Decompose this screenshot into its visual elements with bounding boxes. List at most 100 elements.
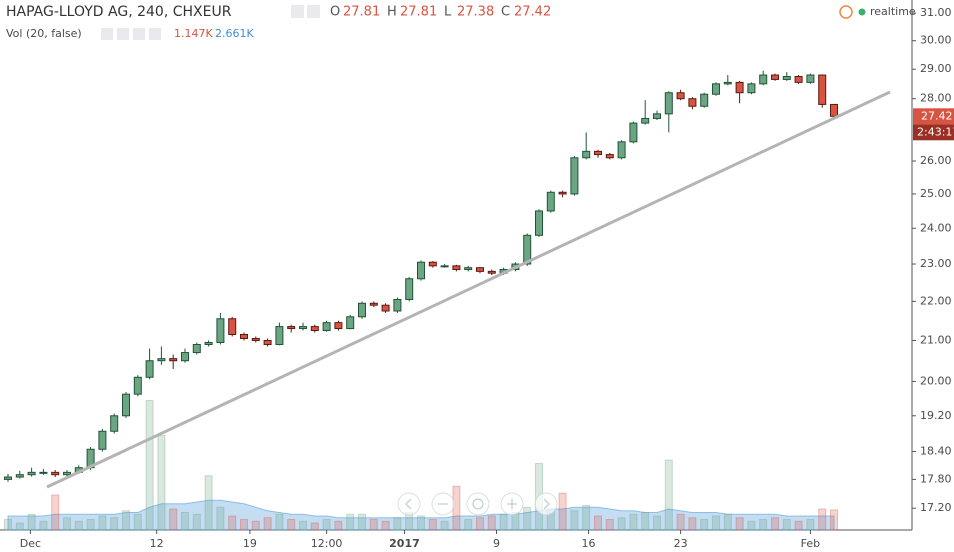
candle-body bbox=[771, 74, 779, 80]
y-tick-label: 21.00 bbox=[920, 333, 952, 346]
legend-value: 27.81 bbox=[343, 5, 380, 20]
trend-line bbox=[46, 90, 891, 489]
candle-body bbox=[334, 322, 343, 330]
countdown-box bbox=[913, 124, 954, 141]
format-icon[interactable] bbox=[307, 5, 320, 18]
volume-bar bbox=[299, 520, 307, 531]
volume-bar bbox=[4, 519, 12, 531]
scroll-left-button[interactable] bbox=[397, 492, 421, 516]
x-tick-label: 16 bbox=[582, 537, 596, 550]
volume-bar bbox=[216, 506, 225, 531]
volume-bar bbox=[74, 520, 83, 531]
candle-body bbox=[641, 117, 650, 124]
icon bbox=[507, 499, 517, 509]
candle-body bbox=[346, 316, 355, 330]
candle-body bbox=[688, 98, 697, 107]
candle-body bbox=[605, 154, 614, 159]
volume-bar bbox=[263, 517, 272, 531]
volume-bar bbox=[605, 519, 614, 531]
candle-body bbox=[782, 76, 791, 80]
volume-bar bbox=[157, 435, 166, 531]
volume-bar bbox=[771, 517, 779, 531]
candle-body bbox=[664, 92, 673, 115]
icon bbox=[543, 498, 550, 510]
symbol-title: HAPAG-LLOYD AG, 240, CHXEUR bbox=[6, 4, 232, 20]
volume-bar bbox=[346, 513, 355, 531]
x-tick-label: 9 bbox=[493, 537, 500, 550]
x-tick-label: 12:00 bbox=[311, 537, 343, 550]
volume-bar bbox=[417, 515, 425, 531]
candle-body bbox=[535, 210, 543, 236]
candle-body bbox=[464, 267, 473, 271]
y-tick-label: 23.00 bbox=[920, 257, 952, 270]
x-tick-label: 23 bbox=[674, 537, 688, 550]
volume-bar bbox=[582, 505, 591, 531]
volume-bar bbox=[782, 519, 791, 531]
candle-body bbox=[440, 265, 449, 268]
volume-bar bbox=[594, 515, 602, 531]
icon bbox=[405, 498, 412, 510]
volume-bar bbox=[27, 513, 36, 531]
volume-bar bbox=[63, 517, 71, 531]
candle-body bbox=[287, 326, 296, 330]
nav-buttons bbox=[397, 492, 558, 516]
candle-body bbox=[523, 234, 532, 265]
x-tick-label: 19 bbox=[243, 537, 257, 550]
candle-body bbox=[145, 360, 154, 378]
candle-body bbox=[747, 83, 756, 94]
candle-body bbox=[110, 415, 119, 432]
candle-body bbox=[263, 339, 272, 345]
volume-bar bbox=[98, 515, 107, 531]
volume-bar bbox=[145, 400, 154, 531]
legend-key: H bbox=[387, 5, 397, 20]
y-tick-label: 31.00 bbox=[920, 6, 952, 19]
candle-body bbox=[712, 83, 720, 95]
volume-bar bbox=[523, 506, 532, 531]
legend-value: 27.38 bbox=[457, 5, 494, 20]
volume-bar bbox=[169, 508, 178, 531]
candle-body bbox=[228, 318, 237, 335]
candle-body bbox=[358, 302, 366, 318]
y-tick-label: 29.00 bbox=[920, 62, 952, 75]
candle-body bbox=[723, 81, 732, 85]
candle-body bbox=[487, 270, 496, 274]
volume-bar bbox=[747, 520, 756, 531]
volume-bar bbox=[830, 509, 838, 531]
volume-average-area bbox=[7, 499, 835, 531]
volume-bar bbox=[251, 520, 260, 531]
volume-bar bbox=[558, 492, 567, 531]
remove-icon[interactable] bbox=[149, 28, 161, 40]
candle-body bbox=[794, 76, 803, 83]
y-tick-label: 22.00 bbox=[920, 294, 952, 307]
scroll-right-button[interactable] bbox=[534, 492, 558, 516]
candle-body bbox=[653, 113, 661, 119]
settings-icon[interactable] bbox=[291, 5, 304, 18]
volume-bar bbox=[499, 513, 508, 531]
volume-bar bbox=[110, 517, 119, 531]
candle-body bbox=[381, 304, 390, 312]
candle-body bbox=[51, 471, 60, 476]
candle-body bbox=[476, 267, 484, 272]
volume-bar bbox=[818, 508, 827, 531]
settings-icon[interactable] bbox=[117, 28, 129, 40]
y-tick-label: 18.40 bbox=[920, 445, 952, 458]
last-price-label: 27.42 bbox=[921, 109, 953, 122]
legend-key: L bbox=[444, 5, 452, 20]
candle-body bbox=[594, 150, 602, 156]
legend-key: C bbox=[501, 5, 510, 20]
volume-bar bbox=[759, 519, 768, 531]
candle-body bbox=[582, 150, 591, 159]
add-icon[interactable] bbox=[133, 28, 145, 40]
warning-icon[interactable] bbox=[839, 5, 853, 19]
candle-body bbox=[204, 341, 213, 345]
y-tick-label: 19.20 bbox=[920, 409, 952, 422]
candle-body bbox=[735, 81, 744, 94]
volume-bar bbox=[464, 519, 473, 531]
volume-bar bbox=[240, 519, 248, 531]
x-tick-label: Dec bbox=[20, 537, 41, 550]
eye-icon[interactable] bbox=[101, 28, 113, 40]
candle-body bbox=[216, 318, 225, 343]
reset-button[interactable] bbox=[466, 492, 490, 516]
